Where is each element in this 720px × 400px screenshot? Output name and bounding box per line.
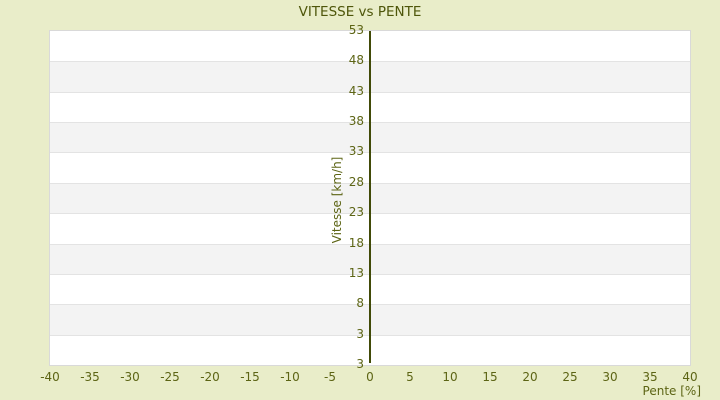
y-tick-label: 18 <box>348 235 364 250</box>
x-tick-label: -25 <box>160 370 180 384</box>
y-tick-label: 33 <box>348 144 364 159</box>
x-tick-label: -15 <box>240 370 260 384</box>
y-axis-line <box>369 31 371 363</box>
x-tick-label: -20 <box>200 370 220 384</box>
x-tick-label: 0 <box>366 370 374 384</box>
chart-title: VITESSE vs PENTE <box>298 4 422 20</box>
y-tick-label: 43 <box>348 83 364 98</box>
x-tick-label: -10 <box>280 370 300 384</box>
x-tick-label: 35 <box>642 370 658 384</box>
y-tick-label: 23 <box>348 205 364 220</box>
y-tick-label: 13 <box>348 265 364 280</box>
x-tick-label: 10 <box>442 370 458 384</box>
x-tick-label: 40 <box>682 370 698 384</box>
y-tick-label: 28 <box>348 174 364 189</box>
x-tick-label: -30 <box>120 370 140 384</box>
y-tick-label: 3 <box>356 326 364 341</box>
x-tick-label: 20 <box>522 370 538 384</box>
x-tick-label: -5 <box>324 370 336 384</box>
plot-area <box>49 30 691 366</box>
x-tick-label: 5 <box>406 370 414 384</box>
x-axis-title: Pente [%] <box>642 384 701 398</box>
x-tick-label: -40 <box>40 370 60 384</box>
x-tick-label: -35 <box>80 370 100 384</box>
y-tick-label: 53 <box>348 23 364 37</box>
y-tick-label: 38 <box>348 114 364 129</box>
y-tick-label: 8 <box>356 296 364 311</box>
y-axis-title: Vitesse [km/h] <box>330 156 344 244</box>
y-tick-label: 48 <box>348 53 364 68</box>
x-tick-label: 25 <box>562 370 578 384</box>
x-tick-label: 15 <box>482 370 498 384</box>
y-tick-label-bottom: 3 <box>356 357 364 371</box>
x-tick-label: 30 <box>602 370 618 384</box>
